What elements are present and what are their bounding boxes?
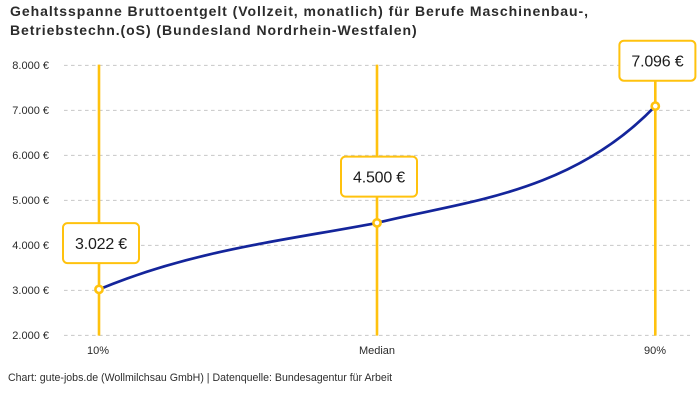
svg-text:Gehaltsspanne Bruttoentgelt (V: Gehaltsspanne Bruttoentgelt (Vollzeit, m… <box>10 3 589 19</box>
svg-text:7.096 €: 7.096 € <box>631 53 683 70</box>
svg-text:Betriebstechn.(oS) (Bundesland: Betriebstechn.(oS) (Bundesland Nordrhein… <box>10 22 418 38</box>
svg-text:2.000 €: 2.000 € <box>12 330 49 342</box>
svg-text:90%: 90% <box>644 345 666 357</box>
svg-text:10%: 10% <box>87 345 109 357</box>
svg-text:Chart: gute-jobs.de (Wollmilch: Chart: gute-jobs.de (Wollmilchsau GmbH) … <box>8 372 392 384</box>
svg-text:6.000 €: 6.000 € <box>12 150 49 162</box>
svg-text:4.000 €: 4.000 € <box>12 240 49 252</box>
svg-text:3.000 €: 3.000 € <box>12 285 49 297</box>
svg-text:3.022 €: 3.022 € <box>75 236 127 253</box>
svg-text:7.000 €: 7.000 € <box>12 105 49 117</box>
svg-text:Median: Median <box>359 345 395 357</box>
svg-text:5.000 €: 5.000 € <box>12 195 49 207</box>
svg-text:4.500 €: 4.500 € <box>353 169 405 186</box>
svg-text:8.000 €: 8.000 € <box>12 60 49 72</box>
